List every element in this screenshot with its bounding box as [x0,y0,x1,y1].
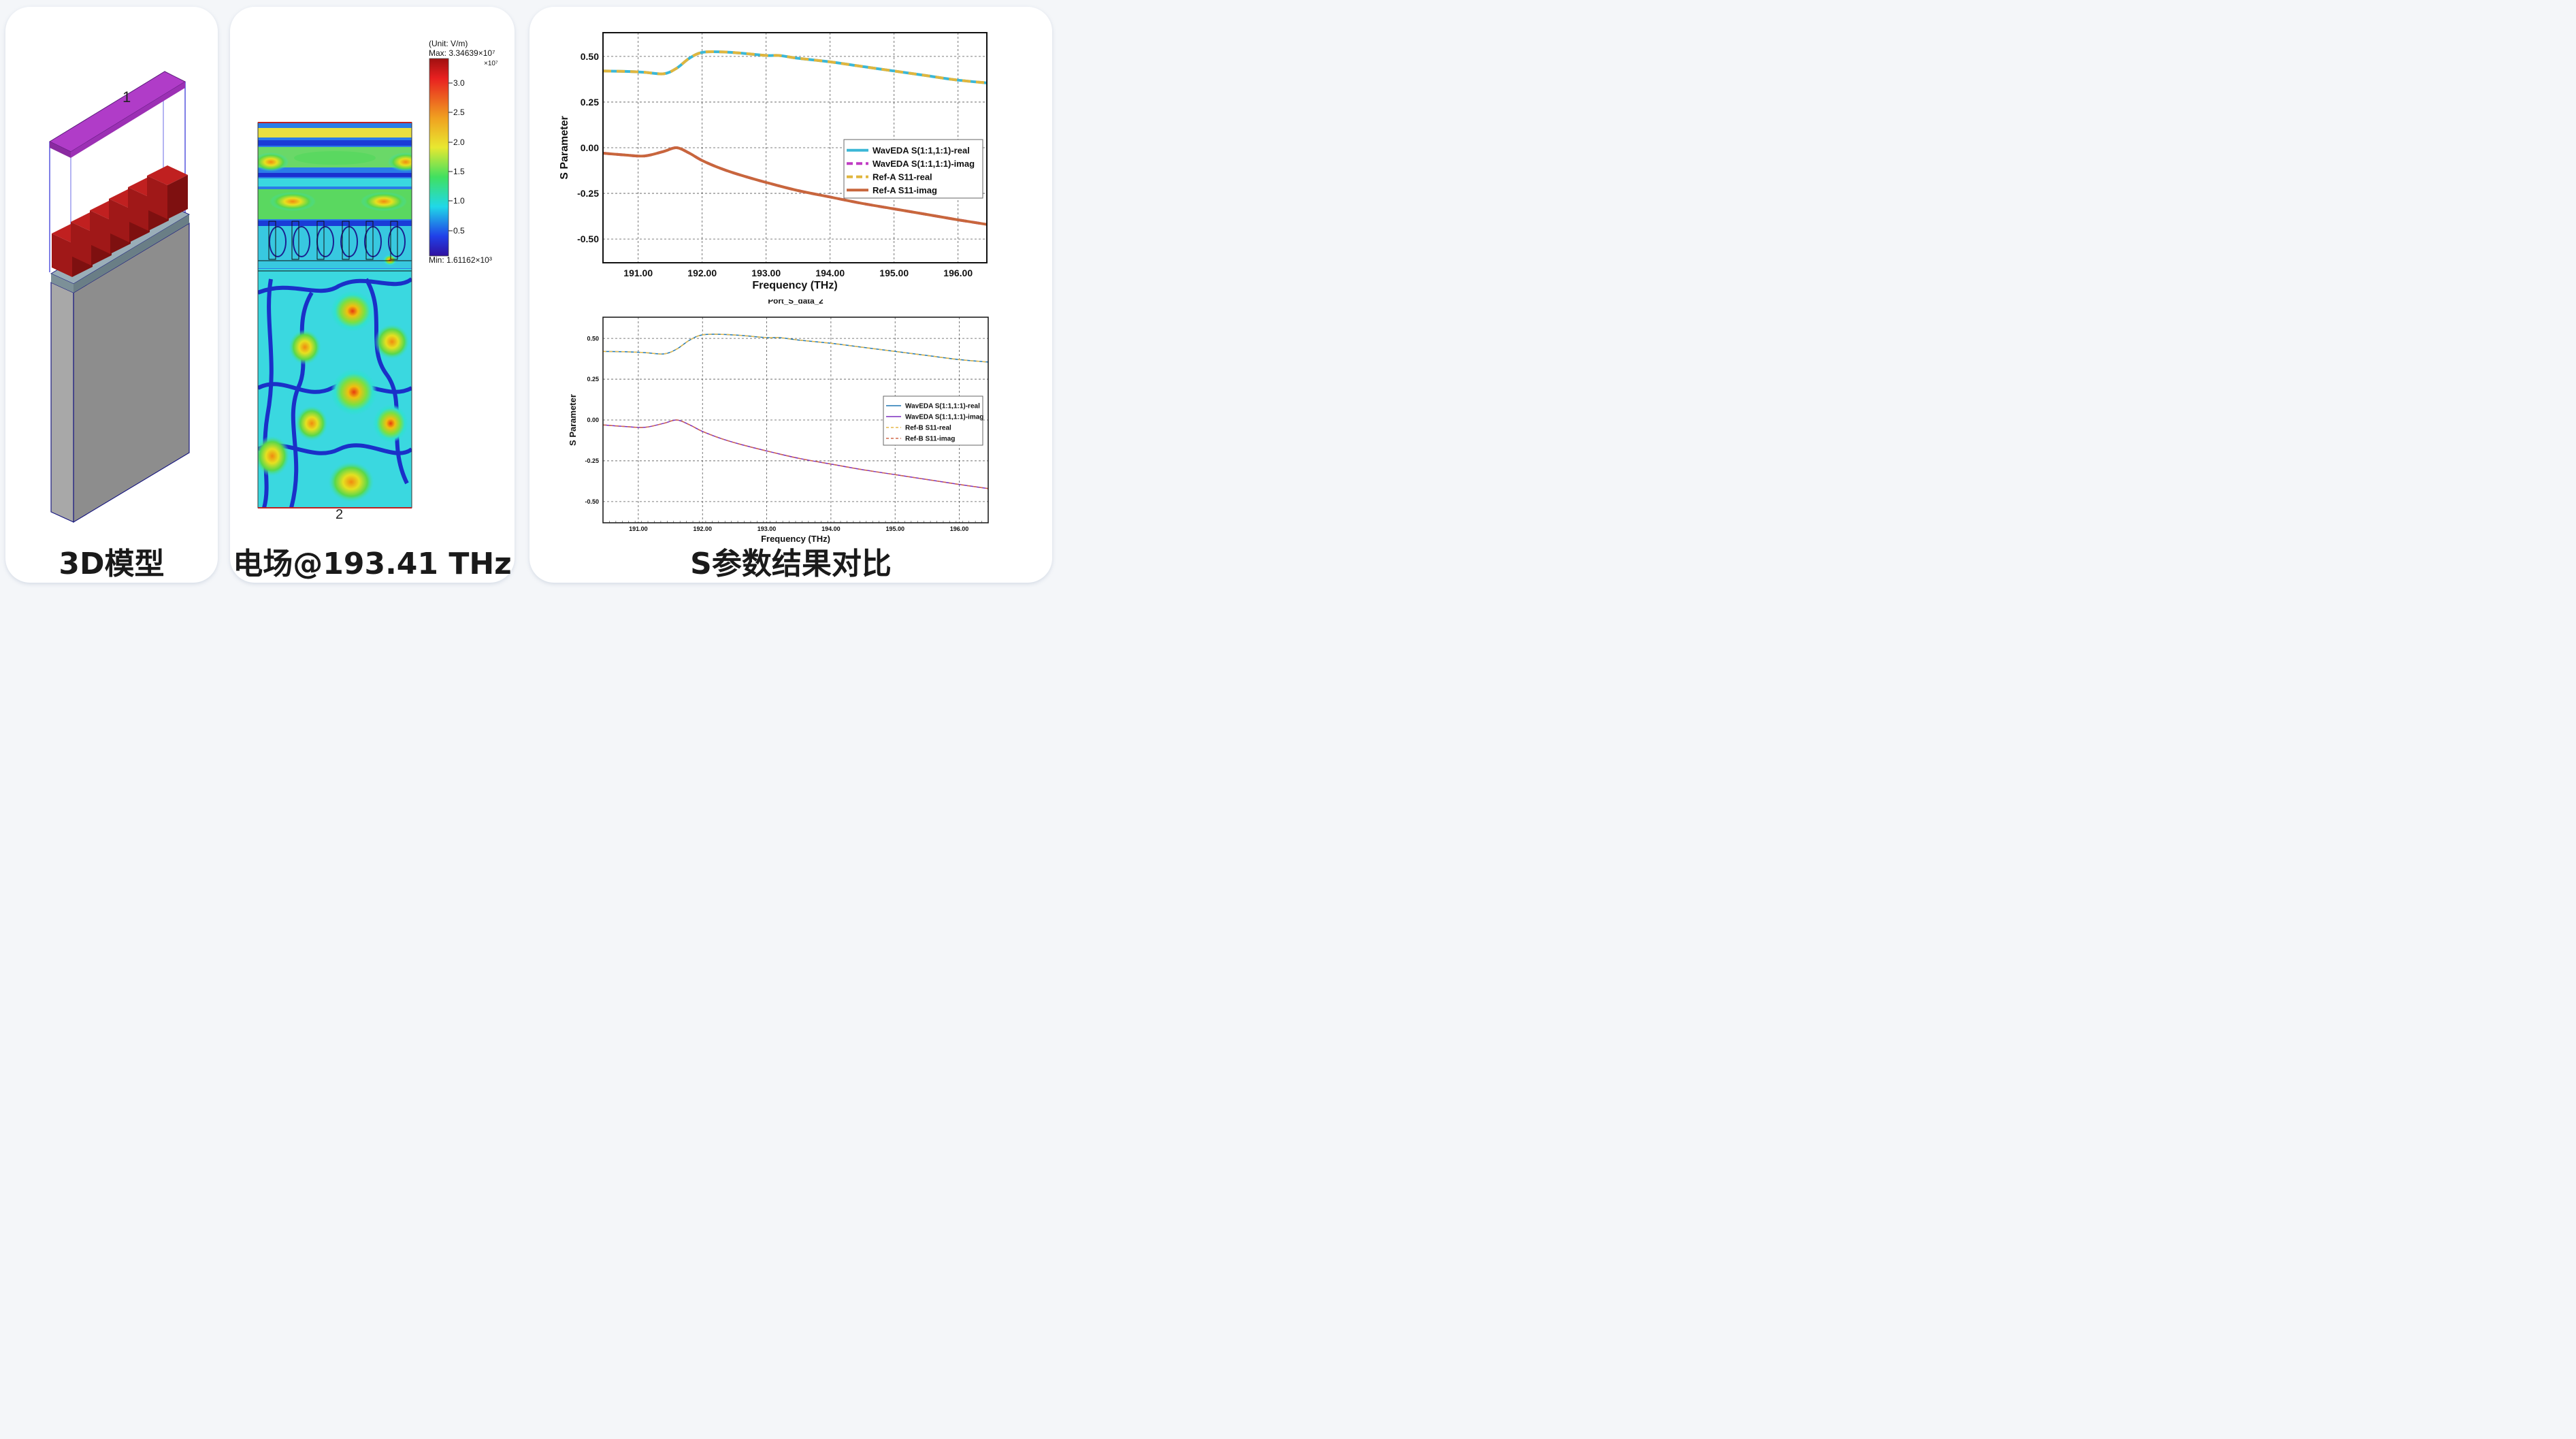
legend-entry: WavEDA S(1:1,1:1)-real [905,403,980,410]
colorbar-tick-label: 0.5 [453,226,465,236]
legend-entry: WavEDA S(1:1,1:1)-real [873,145,970,155]
legend-box [883,395,983,446]
legend-entry: Ref-B S11-real [905,425,951,432]
y-tick-label: 0.50 [587,335,599,342]
sparam-panel: 191.00 192.00 193.00 194.00 195.00 196.00 0.50… [529,7,1052,583]
colorbar [429,58,449,257]
x-tick-label: 195.00 [885,526,904,532]
3d-model-drawing: 1 [48,71,191,523]
y-axis-label: S Parameter [559,116,570,179]
colorbar-scale: ×10⁷ [484,60,498,67]
x-axis-label: Frequency (THz) [752,280,837,291]
legend-entry: Ref-A S11-real [873,172,932,182]
chart-sparam-top: 191.00 192.00 193.00 194.00 195.00 196.00 0.50… [559,32,988,291]
series-line-3 [602,334,989,363]
legend-entry: WavEDA S(1:1,1:1)-imag [905,414,983,421]
colorbar-max: Max: 3.34639×10⁷ [429,48,495,58]
y-tick-label: 0.00 [581,142,599,153]
series-line-4 [602,146,988,226]
x-tick-label: 196.00 [943,268,973,278]
y-axis-label: S Parameter [568,394,578,446]
port-2-label: 2 [336,507,343,522]
colorbar-ticks: 3.0 2.5 2.0 1.5 1.0 0.5 [449,78,465,236]
series-line-3 [602,50,988,84]
y-tick-label: 0.25 [587,376,599,383]
legend-entry: WavEDA S(1:1,1:1)-imag [873,159,975,169]
colorbar-tick-label: 2.0 [453,138,465,147]
y-tick-label: 0.25 [581,97,599,108]
y-tick-label: 0.00 [587,417,599,423]
chart-title: Port_S_data_2 [768,300,824,306]
legend-entry: Ref-B S11-imag [905,436,955,443]
legend-entry: Ref-A S11-imag [873,185,937,195]
y-tick-label: 0.50 [581,51,599,62]
x-tick-label: 192.00 [687,268,717,278]
field-map: 2 (Unit: V/m) Max: 3.34639×10⁷ ×10⁷ 3.0 2… [257,39,498,522]
legend: WavEDA S(1:1,1:1)-real WavEDA S(1:1,1:1)-… [883,395,983,446]
x-tick-label: 194.00 [821,526,841,532]
y-tick-label: -0.25 [577,188,599,199]
grating-fins [52,165,188,277]
x-tick-label: 194.00 [815,268,845,278]
x-tick-label: 192.00 [693,526,712,532]
colorbar-tick-label: 1.0 [453,196,465,206]
x-tick-label: 195.00 [879,268,909,278]
x-axis-label: Frequency (THz) [761,534,830,544]
legend: WavEDA S(1:1,1:1)-real WavEDA S(1:1,1:1)-… [843,139,983,199]
model-panel: 1 3D模型 [5,7,218,583]
x-tick-label: 193.00 [757,526,777,532]
colorbar-tick-label: 2.5 [453,108,465,117]
x-tick-label: 191.00 [623,268,653,278]
plot-frame [602,32,988,263]
caption-3d-model: 3D模型 [59,547,165,581]
port-1-label: 1 [123,88,131,106]
colorbar-unit: (Unit: V/m) [429,39,468,48]
plot-frame [602,317,989,523]
colorbar-tick-label: 1.5 [453,167,465,176]
chart-sparam-bottom: 191.00 192.00 193.00 194.00 195.00 196.00 0.50… [568,300,989,544]
x-tick-label: 191.00 [629,526,648,532]
field-panel: 2 (Unit: V/m) Max: 3.34639×10⁷ ×10⁷ 3.0 2… [230,7,515,583]
series-line-4 [602,419,989,489]
caption-sparam: S参数结果对比 [690,547,892,581]
x-tick-label: 196.00 [950,526,969,532]
y-tick-label: -0.25 [585,457,599,464]
caption-field: 电场@193.41 THz [233,547,512,581]
x-tick-label: 193.00 [751,268,781,278]
y-tick-label: -0.50 [585,498,599,505]
colorbar-tick-label: 3.0 [453,78,465,88]
y-tick-label: -0.50 [577,233,599,244]
colorbar-min: Min: 1.61162×10³ [429,255,492,265]
